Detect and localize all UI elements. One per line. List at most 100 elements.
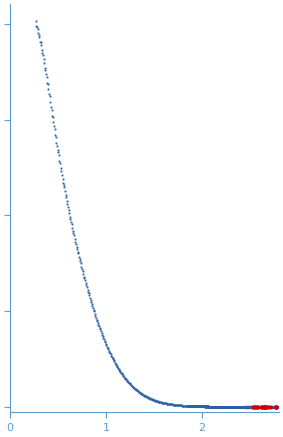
Point xyxy=(261,403,265,410)
Point xyxy=(253,403,258,410)
Point xyxy=(146,394,151,401)
Point xyxy=(76,249,80,256)
Point xyxy=(264,403,268,410)
Point xyxy=(206,403,211,410)
Point xyxy=(242,403,246,410)
Point xyxy=(235,403,240,410)
Point xyxy=(81,270,85,277)
Point xyxy=(95,318,100,325)
Point xyxy=(258,403,262,410)
Point xyxy=(179,402,184,409)
Point xyxy=(239,403,244,410)
Point xyxy=(221,403,225,410)
Point xyxy=(239,403,243,410)
Point xyxy=(110,353,114,360)
Point xyxy=(72,235,77,242)
Point xyxy=(192,403,197,410)
Point xyxy=(39,42,43,49)
Point xyxy=(177,402,181,409)
Point xyxy=(259,403,263,410)
Point xyxy=(170,401,175,408)
Point xyxy=(227,403,231,410)
Point xyxy=(190,402,195,409)
Point xyxy=(195,403,200,410)
Point xyxy=(233,403,238,410)
Point xyxy=(146,394,150,401)
Point xyxy=(157,399,162,406)
Point xyxy=(189,402,193,409)
Point xyxy=(41,56,46,63)
Point xyxy=(270,403,274,410)
Point xyxy=(263,403,267,410)
Point xyxy=(226,403,231,410)
Point xyxy=(200,403,205,410)
Point xyxy=(145,394,149,401)
Point xyxy=(161,399,165,406)
Point xyxy=(241,403,246,410)
Point xyxy=(131,384,136,391)
Point xyxy=(241,403,246,410)
Point xyxy=(230,403,235,410)
Point xyxy=(247,403,252,410)
Point xyxy=(245,403,249,410)
Point xyxy=(264,403,269,410)
Point xyxy=(107,347,111,354)
Point xyxy=(100,331,104,338)
Point xyxy=(144,393,149,400)
Point xyxy=(69,218,73,225)
Point xyxy=(103,339,108,346)
Point xyxy=(263,403,267,410)
Point xyxy=(156,398,160,405)
Point xyxy=(164,400,168,407)
Point xyxy=(147,395,152,402)
Point xyxy=(260,403,264,410)
Point xyxy=(175,402,180,409)
Point xyxy=(215,403,219,410)
Point xyxy=(214,403,219,410)
Point xyxy=(254,403,258,410)
Point xyxy=(185,402,190,409)
Point xyxy=(104,340,108,347)
Point xyxy=(207,403,212,410)
Point xyxy=(116,364,120,371)
Point xyxy=(218,403,223,410)
Point xyxy=(74,241,78,248)
Point xyxy=(140,391,144,398)
Point xyxy=(169,401,173,408)
Point xyxy=(151,396,156,403)
Point xyxy=(115,364,120,371)
Point xyxy=(149,395,154,402)
Point xyxy=(123,374,127,381)
Point xyxy=(265,403,270,410)
Point xyxy=(76,250,81,257)
Point xyxy=(80,265,84,272)
Point xyxy=(182,402,187,409)
Point xyxy=(248,403,253,410)
Point xyxy=(77,256,82,263)
Point xyxy=(270,403,275,410)
Point xyxy=(208,403,213,410)
Point xyxy=(220,403,224,410)
Point xyxy=(147,395,151,402)
Point xyxy=(185,402,189,409)
Point xyxy=(216,403,220,410)
Point xyxy=(243,403,247,410)
Point xyxy=(68,215,73,222)
Point xyxy=(192,402,196,409)
Point xyxy=(262,403,267,410)
Point xyxy=(188,402,193,409)
Point xyxy=(243,403,247,410)
Point xyxy=(201,403,206,410)
Point xyxy=(236,403,240,410)
Point xyxy=(267,403,272,410)
Point xyxy=(101,334,106,341)
Point xyxy=(207,403,212,410)
Point xyxy=(111,356,115,363)
Point xyxy=(228,403,232,410)
Point xyxy=(255,403,260,410)
Point xyxy=(251,403,256,410)
Point xyxy=(105,344,110,351)
Point xyxy=(266,403,271,410)
Point xyxy=(199,403,203,410)
Point xyxy=(216,403,221,410)
